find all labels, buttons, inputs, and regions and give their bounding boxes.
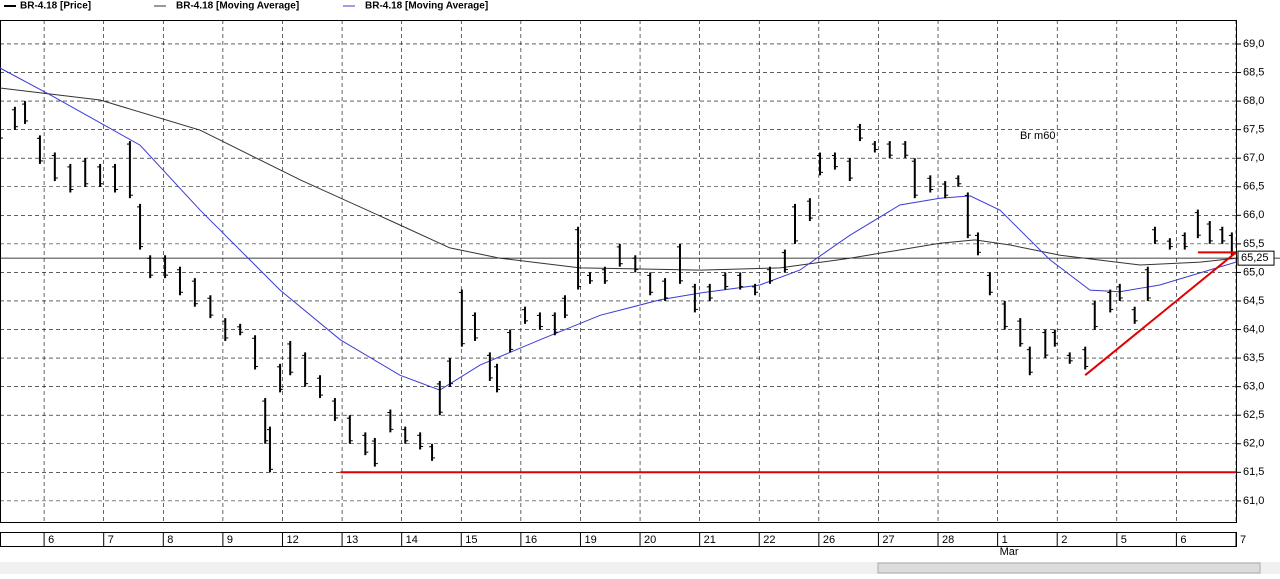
x-tick-label: 14 <box>406 534 418 546</box>
annotation: Br m60 <box>1020 130 1055 142</box>
scrollbar-thumb[interactable] <box>877 562 1261 574</box>
x-tick-label: 8 <box>167 534 173 546</box>
x-tick-label: 7 <box>1240 534 1246 546</box>
y-tick-label: 65,5 <box>1243 238 1264 250</box>
x-tick-label: 5 <box>1121 534 1127 546</box>
x-tick-label: 20 <box>644 534 656 546</box>
last-value-label: 65,25 <box>1241 252 1269 264</box>
legend-label: BR-4.18 [Price] <box>20 1 91 12</box>
plot-frame <box>0 20 1237 523</box>
y-tick-label: 61,0 <box>1243 495 1264 507</box>
y-tick-label: 62,5 <box>1243 409 1264 421</box>
x-tick-label: 15 <box>465 534 477 546</box>
moving-average-line <box>0 87 1237 271</box>
x-tick-label: 26 <box>823 534 835 546</box>
y-tick-label: 64,5 <box>1243 295 1264 307</box>
y-tick-label: 64,0 <box>1243 323 1264 335</box>
y-tick-label: 62,0 <box>1243 438 1264 450</box>
y-tick-label: 66,5 <box>1243 181 1264 193</box>
y-tick-label: 63,0 <box>1243 381 1264 393</box>
x-tick-label: 27 <box>882 534 894 546</box>
legend-label: BR-4.18 [Moving Average] <box>176 1 299 12</box>
x-tick-label: 28 <box>942 534 954 546</box>
y-tick-label: 61,5 <box>1243 466 1264 478</box>
x-tick-label: 6 <box>1180 534 1186 546</box>
y-tick-label: 68,0 <box>1243 95 1264 107</box>
x-tick-label: 2 <box>1061 534 1067 546</box>
drawn-line <box>1084 251 1237 376</box>
legend-label: BR-4.18 [Moving Average] <box>365 1 488 12</box>
y-tick-label: 67,0 <box>1243 152 1264 164</box>
moving-average-line <box>0 67 1237 391</box>
y-tick-label: 69,0 <box>1243 38 1264 50</box>
last-value-box <box>1237 250 1275 266</box>
y-tick-label: 68,5 <box>1243 66 1264 78</box>
x-tick-label: 19 <box>584 534 596 546</box>
y-tick-label: 63,5 <box>1243 352 1264 364</box>
x-tick-label: 16 <box>525 534 537 546</box>
y-tick-label: 67,5 <box>1243 124 1264 136</box>
x-tick-label: 1 <box>1002 534 1008 546</box>
x-tick-label: 22 <box>763 534 775 546</box>
y-tick-label: 65,0 <box>1243 266 1264 278</box>
x-tick-label: 13 <box>346 534 358 546</box>
x-tick-label: 9 <box>227 534 233 546</box>
x-tick-label: 7 <box>108 534 114 546</box>
x-tick-label: 6 <box>48 534 54 546</box>
x-tick-label: 21 <box>704 534 716 546</box>
y-tick-label: 66,0 <box>1243 209 1264 221</box>
x-tick-label: 12 <box>286 534 298 546</box>
legend: BR-4.18 [Price] BR-4.18 [Moving Average]… <box>4 1 488 12</box>
month-label: Mar <box>1000 546 1019 558</box>
